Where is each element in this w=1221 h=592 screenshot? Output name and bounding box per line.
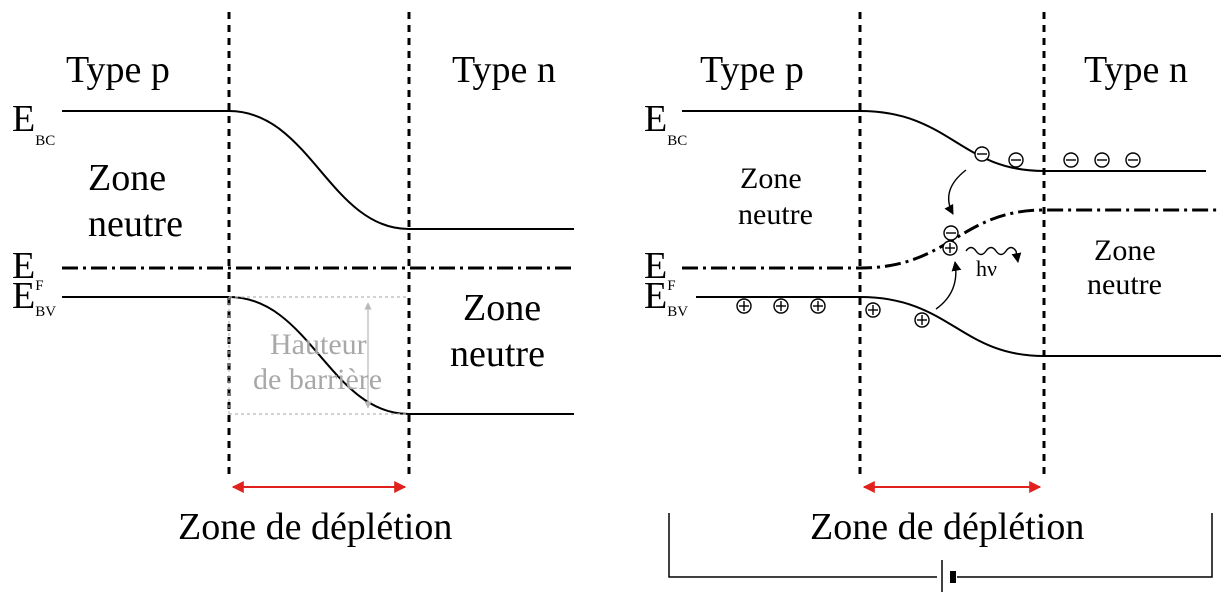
photon-label: hν [976, 256, 997, 281]
battery-short-plate [950, 571, 956, 583]
left-valence-band [62, 296, 574, 415]
circuit-wire-left [668, 513, 937, 578]
right-zone-neutre-n-line2: neutre [1087, 268, 1162, 301]
circuit-wire-right [957, 513, 1213, 578]
electron-charge [1063, 152, 1079, 168]
left-zone-neutre-p-line1: Zone [88, 157, 166, 199]
left-barrier-label-line2: de barrière [253, 363, 382, 396]
right-zone-neutre-p-line2: neutre [738, 198, 813, 231]
right-ebv-label: EBV [644, 275, 688, 320]
hole-charge [914, 312, 930, 328]
left-type-p-label: Type p [66, 49, 170, 91]
electron-charge [1008, 152, 1024, 168]
hole-charge [773, 298, 789, 314]
hole-charge [942, 240, 958, 256]
left-zone-neutre-p-line2: neutre [88, 203, 183, 245]
left-zone-neutre-n-line2: neutre [450, 333, 545, 375]
right-type-p-label: Type p [700, 49, 804, 91]
left-ef-label: EF [12, 245, 44, 294]
hole-injection-arrow [935, 261, 962, 310]
hole-charges [736, 240, 958, 328]
right-valence-band [696, 296, 1221, 357]
left-barrier-label-line1: Hauteur [270, 328, 367, 361]
electron-injection-arrow [944, 169, 967, 215]
right-depletion-label: Zone de déplétion [810, 506, 1084, 548]
right-fermi-level [682, 208, 1221, 270]
hole-charge [865, 302, 881, 318]
left-type-n-label: Type n [452, 49, 556, 91]
right-type-n-label: Type n [1084, 49, 1188, 91]
photon-wave-arrow [965, 246, 1022, 263]
hole-charge [736, 298, 752, 314]
hole-charge [810, 298, 826, 314]
left-zone-neutre-n-line1: Zone [463, 287, 541, 329]
electron-charge [1125, 152, 1141, 168]
electron-charges [943, 146, 1141, 241]
left-panel: Type p Type n EBC Zone neutre EF EBV Hau… [12, 12, 574, 548]
left-conduction-band [62, 110, 574, 230]
electron-charge [1094, 152, 1110, 168]
right-zone-neutre-n-line1: Zone [1094, 234, 1156, 267]
right-conduction-band [682, 110, 1206, 172]
right-ebc-label: EBC [644, 98, 687, 149]
left-ebv-label: EBV [12, 275, 56, 320]
left-depletion-label: Zone de déplétion [178, 506, 452, 548]
right-zone-neutre-p-line1: Zone [740, 162, 802, 195]
right-ef-label: EF [644, 245, 676, 294]
right-panel: Type p Type n EBC Zone neutre EF EBV [644, 12, 1221, 592]
electron-charge [943, 225, 959, 241]
left-ebc-label: EBC [12, 98, 55, 149]
bias-circuit [668, 513, 1213, 592]
electron-charge [974, 146, 990, 162]
